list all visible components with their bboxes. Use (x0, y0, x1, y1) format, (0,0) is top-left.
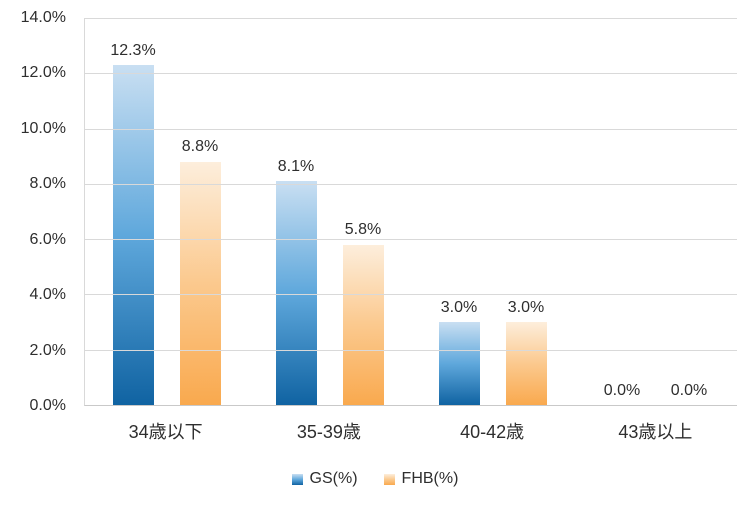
x-axis-category-label: 40-42歳 (460, 422, 525, 442)
bar-group: 12.3% 8.8% (85, 18, 248, 405)
gridline (85, 18, 737, 19)
bar-gs-2: 3.0% (438, 299, 480, 405)
gridline (85, 294, 737, 296)
bar-fhb-1: 5.8% (342, 221, 384, 405)
y-axis-tick-label: 0.0% (29, 397, 66, 414)
gridline (85, 73, 737, 75)
bar-data-label: 8.8% (181, 138, 219, 156)
legend-swatch-icon (291, 473, 303, 485)
y-axis: 14.0% 12.0% 10.0% 8.0% 6.0% 4.0% 2.0% 0.0% (0, 9, 66, 414)
x-axis-category-label: 34歳以下 (128, 422, 203, 442)
bar-data-label: 8.1% (277, 157, 315, 175)
y-axis-tick-label: 6.0% (29, 230, 66, 248)
bar-gs-0: 12.3% (110, 42, 156, 405)
bar-gs-1: 8.1% (275, 158, 317, 405)
legend: GS(%) FHB(%) (0, 470, 750, 488)
x-axis-category-label: 35-39歳 (296, 422, 361, 442)
bar-data-label: 5.8% (344, 221, 382, 239)
gridline (85, 239, 737, 241)
gridline (85, 183, 737, 185)
legend-label: GS(%) (309, 470, 358, 487)
gridline (85, 349, 737, 351)
y-axis-tick-label: 10.0% (20, 119, 66, 137)
bar-group: 3.0% 3.0% (411, 18, 574, 405)
y-axis-tick-label: 2.0% (29, 341, 66, 359)
x-axis: 34歳以下 35-39歳 40-42歳 43歳以上 (84, 418, 737, 444)
bar-group: 0.0% 0.0% (574, 18, 737, 405)
bar-data-label: 0.0% (603, 381, 641, 399)
bar-groups-container: 12.3% 8.8% 8.1% 5.8% 3.0% 3.0% 0.0% 0.0% (85, 18, 737, 405)
bar-fhb-0: 8.8% (179, 138, 221, 405)
x-axis-category-label: 43歳以上 (618, 422, 693, 442)
bar-data-label: 12.3% (110, 41, 156, 59)
legend-item-fhb: FHB(%) (383, 470, 459, 488)
legend-label: FHB(%) (401, 470, 459, 487)
y-axis-tick-label: 8.0% (29, 175, 66, 193)
bar-data-label: 3.0% (440, 298, 478, 316)
bar-fhb-2: 3.0% (505, 299, 547, 405)
y-axis-tick-label: 14.0% (20, 9, 66, 26)
bar-group: 8.1% 5.8% (248, 18, 411, 405)
gridline (85, 128, 737, 130)
y-axis-tick-label: 12.0% (20, 64, 66, 82)
y-axis-tick-label: 4.0% (29, 286, 66, 304)
bar-data-label: 3.0% (507, 298, 545, 316)
bar-data-label: 0.0% (670, 381, 708, 399)
legend-item-gs: GS(%) (291, 470, 358, 488)
legend-swatch-icon (383, 473, 395, 485)
plot-area: 12.3% 8.8% 8.1% 5.8% 3.0% 3.0% 0.0% 0.0% (84, 18, 737, 406)
